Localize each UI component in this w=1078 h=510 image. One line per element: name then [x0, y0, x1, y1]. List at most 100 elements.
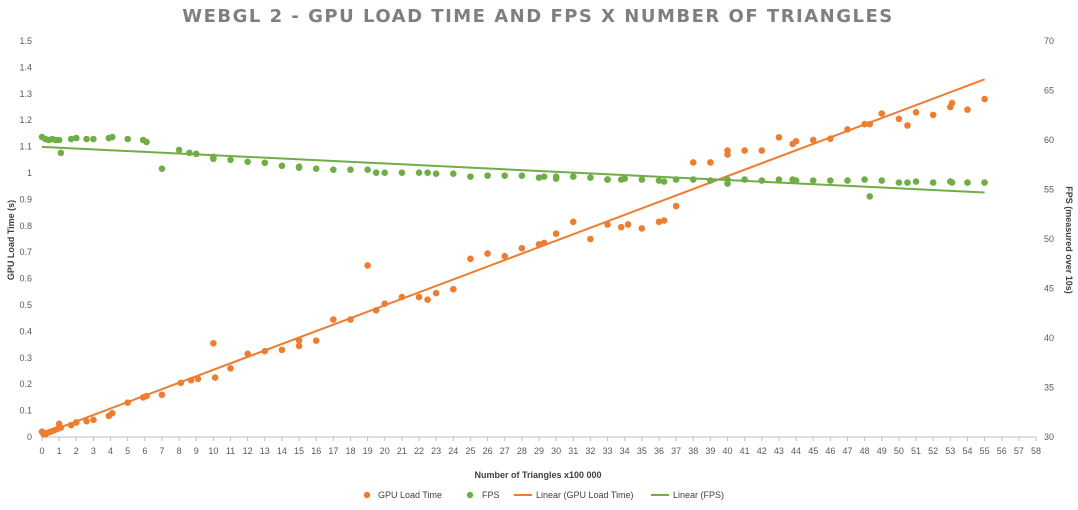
- fps-point: [861, 176, 868, 183]
- x-tick-label: 33: [603, 446, 613, 456]
- gpu-load-point: [83, 417, 90, 425]
- x-tick-label: 27: [500, 446, 510, 456]
- fps-point: [372, 169, 380, 176]
- x-tick-label: 20: [380, 446, 390, 456]
- gpu-load-point: [741, 147, 748, 154]
- x-tick-label: 16: [311, 446, 321, 456]
- x-tick-label: 25: [465, 446, 475, 456]
- fps-point: [604, 176, 611, 183]
- fps-point: [827, 177, 834, 184]
- gpu-load-point: [604, 221, 611, 228]
- fps-point: [912, 178, 920, 185]
- gpu-load-point: [187, 376, 195, 384]
- y-tick-label: 0.2: [19, 379, 32, 389]
- gpu-load-point: [792, 138, 800, 145]
- fps-point: [398, 169, 406, 176]
- x-tick-label: 18: [345, 446, 355, 456]
- fps-point: [186, 149, 193, 157]
- fps-point: [124, 135, 131, 143]
- fps-point: [866, 193, 874, 200]
- fps-point: [895, 179, 903, 186]
- x-tick-label: 7: [159, 446, 164, 456]
- x-axis-title: Number of Triangles x100 000: [474, 470, 601, 480]
- gpu-load-point: [904, 122, 911, 129]
- gpu-load-point: [981, 95, 988, 103]
- x-tick-label: 30: [551, 446, 561, 456]
- y-axis-title: GPU Load Time (s): [6, 200, 16, 280]
- gpu-load-point: [57, 424, 65, 432]
- y-tick-label: 0.5: [19, 300, 32, 310]
- y2-tick-label: 45: [1044, 284, 1054, 294]
- x-tick-label: 52: [928, 446, 938, 456]
- fps-point: [364, 166, 371, 173]
- gpu-load-point: [501, 252, 509, 260]
- gpu-load-point: [689, 159, 697, 166]
- fps-point: [424, 169, 431, 176]
- y2-tick-label: 50: [1044, 234, 1054, 244]
- y2-tick-label: 35: [1044, 383, 1054, 393]
- gpu-load-point: [108, 409, 116, 417]
- x-tick-label: 29: [534, 446, 544, 456]
- fps-point: [227, 156, 234, 164]
- x-tick-label: 41: [740, 446, 750, 456]
- x-tick-label: 55: [980, 446, 990, 456]
- fps-point: [192, 150, 200, 158]
- gpu-load-point: [552, 230, 560, 238]
- gpu-load-point: [372, 306, 380, 314]
- gpu-load-point: [72, 419, 80, 426]
- fps-point: [484, 172, 491, 179]
- gpu-load-point: [381, 300, 389, 307]
- gpu-load-point: [278, 346, 286, 354]
- gpu-load-point: [67, 421, 75, 429]
- legend-label-fps-trend: Linear (FPS): [673, 490, 724, 500]
- gpu-load-point: [866, 120, 874, 128]
- fps-point: [518, 172, 526, 179]
- fps-point: [57, 149, 65, 157]
- gpu-load-point: [467, 255, 474, 263]
- x-tick-label: 54: [962, 446, 972, 456]
- fps-point: [535, 174, 543, 181]
- fps-point: [540, 173, 548, 180]
- gpu-load-point: [227, 365, 234, 372]
- x-tick-label: 58: [1031, 446, 1041, 456]
- fps-point: [158, 165, 166, 173]
- gpu-load-point: [672, 202, 680, 210]
- x-tick-label: 39: [705, 446, 715, 456]
- fps-point: [55, 136, 63, 144]
- y2-tick-label: 30: [1044, 432, 1054, 442]
- fps-point: [741, 176, 748, 183]
- fps-point: [638, 176, 646, 183]
- fps-point: [83, 135, 90, 143]
- fps-point: [432, 170, 440, 177]
- x-tick-labels: 0 1 2 3 4 5 6 7 8 9 10 11 12 13 14 15 16 17 18 19 20 21 22 23 24…: [39, 437, 1041, 456]
- gpu-load-point: [861, 120, 868, 128]
- y2-tick-labels: 30 35 40 45 50 55 60 65 70: [1044, 36, 1054, 442]
- x-tick-label: 47: [842, 446, 852, 456]
- x-tick-label: 38: [688, 446, 698, 456]
- x-tick-label: 1: [57, 446, 62, 456]
- y-tick-label: 1: [27, 168, 32, 178]
- fps-point: [330, 166, 337, 173]
- x-tick-label: 43: [774, 446, 784, 456]
- gpu-load-point: [177, 379, 185, 387]
- y2-axis-title: FPS (measured over 10s): [1064, 186, 1074, 294]
- x-tick-label: 31: [568, 446, 578, 456]
- gpu-load-point: [844, 126, 851, 133]
- y-tick-label: 1.2: [19, 115, 32, 125]
- x-tick-label: 13: [260, 446, 270, 456]
- gpu-load-point: [569, 218, 577, 226]
- fps-point: [67, 135, 75, 143]
- legend-label-gpu: GPU Load Time: [378, 490, 442, 500]
- fps-point: [501, 172, 509, 179]
- fps-point: [655, 177, 663, 184]
- gpu-load-point: [432, 289, 440, 297]
- fps-point: [660, 178, 668, 185]
- fps-point: [964, 179, 971, 186]
- gpu-load-point: [929, 111, 937, 119]
- fps-point: [707, 177, 714, 184]
- y2-tick-label: 55: [1044, 185, 1054, 195]
- gpu-load-point: [540, 239, 548, 247]
- fps-point: [143, 138, 150, 146]
- fps-point: [904, 179, 911, 186]
- y-tick-label: 1.4: [19, 62, 32, 72]
